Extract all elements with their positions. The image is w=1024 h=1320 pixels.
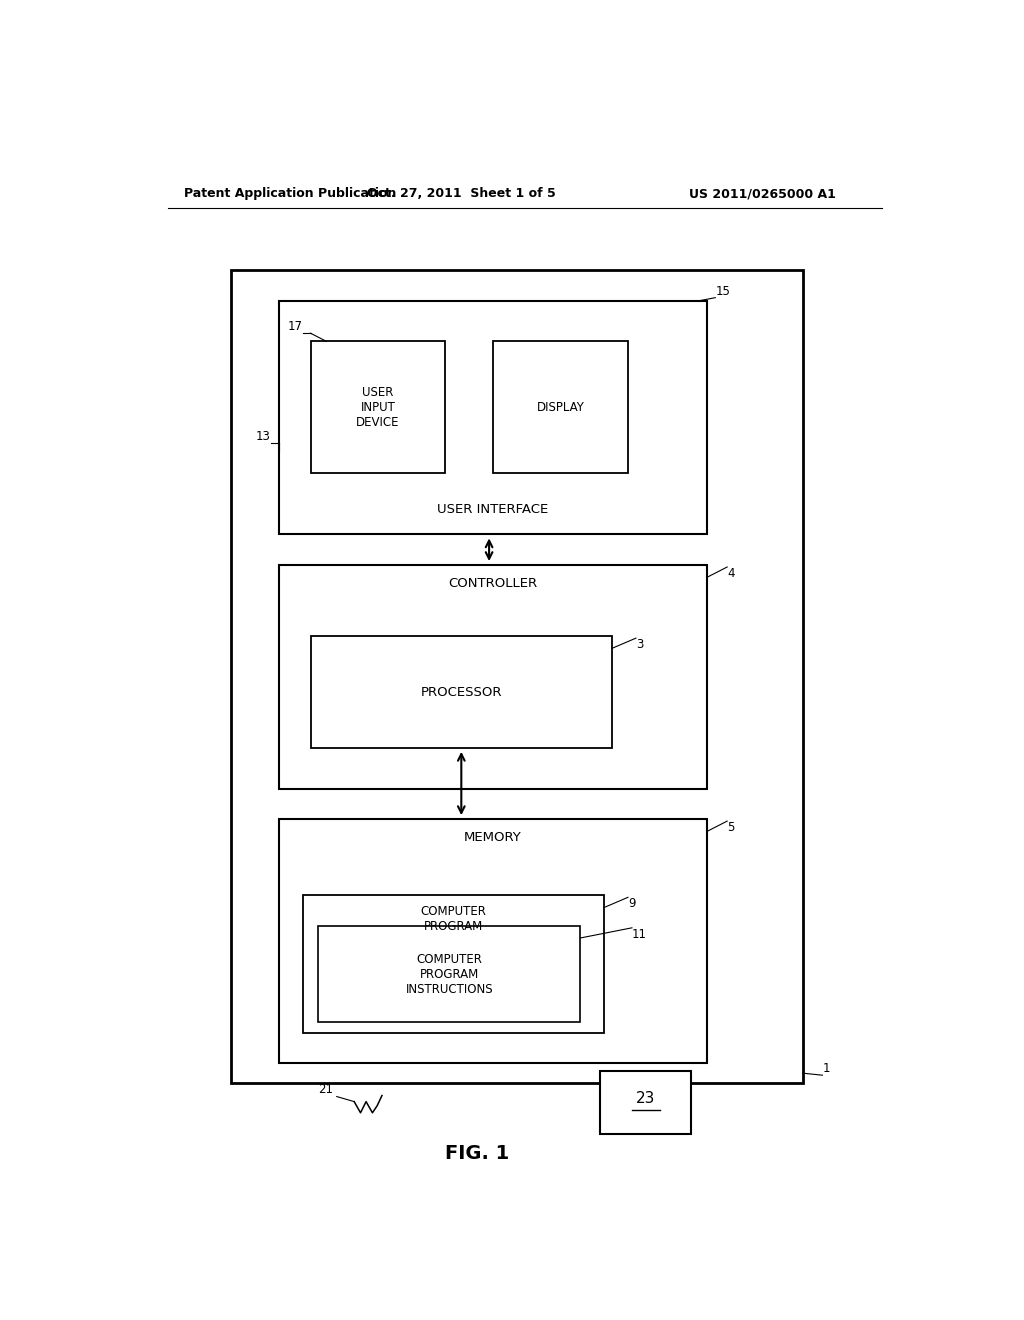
Bar xyxy=(494,342,628,474)
Text: 11: 11 xyxy=(632,928,647,941)
Text: 4: 4 xyxy=(727,568,734,579)
Text: Oct. 27, 2011  Sheet 1 of 5: Oct. 27, 2011 Sheet 1 of 5 xyxy=(367,187,556,201)
Bar xyxy=(318,925,581,1022)
Bar xyxy=(279,301,708,535)
Text: 17: 17 xyxy=(288,321,303,333)
Text: MEMORY: MEMORY xyxy=(464,832,522,845)
Text: 15: 15 xyxy=(715,285,730,297)
Text: CONTROLLER: CONTROLLER xyxy=(449,577,538,590)
Bar xyxy=(279,565,708,788)
Bar xyxy=(310,636,612,748)
Text: DISPLAY: DISPLAY xyxy=(537,401,585,414)
Bar xyxy=(279,818,708,1063)
Bar xyxy=(600,1071,691,1134)
Text: 13: 13 xyxy=(256,429,270,442)
Text: COMPUTER
PROGRAM
INSTRUCTIONS: COMPUTER PROGRAM INSTRUCTIONS xyxy=(406,953,494,995)
Bar xyxy=(303,895,604,1032)
Text: 1: 1 xyxy=(822,1063,829,1076)
Text: PROCESSOR: PROCESSOR xyxy=(421,685,502,698)
Text: 9: 9 xyxy=(628,898,636,911)
Text: USER
INPUT
DEVICE: USER INPUT DEVICE xyxy=(356,385,399,429)
Text: FIG. 1: FIG. 1 xyxy=(445,1143,509,1163)
Text: USER INTERFACE: USER INTERFACE xyxy=(437,503,549,516)
Bar xyxy=(231,271,803,1084)
Text: US 2011/0265000 A1: US 2011/0265000 A1 xyxy=(689,187,837,201)
Text: 3: 3 xyxy=(636,638,643,651)
Text: Patent Application Publication: Patent Application Publication xyxy=(183,187,396,201)
Bar xyxy=(310,342,445,474)
Text: 23: 23 xyxy=(636,1092,655,1106)
Text: 21: 21 xyxy=(317,1082,333,1096)
Text: 5: 5 xyxy=(727,821,734,834)
Text: COMPUTER
PROGRAM: COMPUTER PROGRAM xyxy=(421,906,486,933)
